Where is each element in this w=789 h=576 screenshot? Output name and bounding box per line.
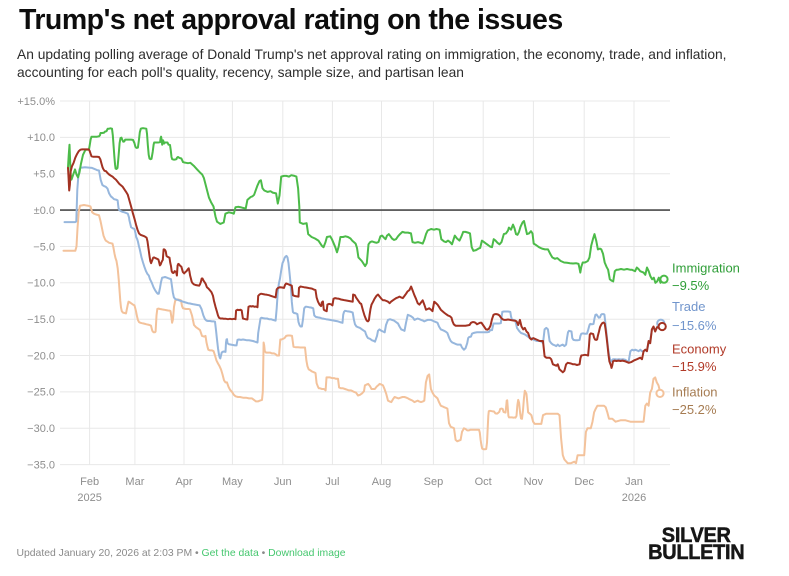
svg-text:Jul: Jul [325, 476, 339, 488]
svg-text:−15.0: −15.0 [27, 314, 55, 326]
svg-text:Immigration: Immigration [672, 261, 740, 276]
svg-text:Jan: Jan [625, 476, 643, 488]
svg-text:−9.5%: −9.5% [672, 278, 710, 293]
svg-text:Sep: Sep [424, 476, 444, 488]
svg-text:Aug: Aug [372, 476, 392, 488]
svg-text:Oct: Oct [475, 476, 492, 488]
svg-text:±0.0: ±0.0 [34, 205, 55, 217]
svg-text:−25.2%: −25.2% [672, 402, 717, 417]
svg-text:−25.0: −25.0 [27, 387, 55, 399]
svg-text:+10.0: +10.0 [27, 132, 55, 144]
svg-text:Economy: Economy [672, 342, 727, 357]
svg-text:−35.0: −35.0 [27, 459, 55, 471]
svg-text:Trade: Trade [672, 299, 705, 314]
svg-text:Inflation: Inflation [672, 385, 718, 400]
svg-text:May: May [222, 476, 243, 488]
svg-text:−15.9%: −15.9% [672, 359, 717, 374]
svg-text:−20.0: −20.0 [27, 350, 55, 362]
svg-text:2025: 2025 [77, 492, 101, 504]
svg-text:Jun: Jun [274, 476, 292, 488]
svg-text:Nov: Nov [524, 476, 544, 488]
svg-text:Dec: Dec [574, 476, 594, 488]
svg-text:Mar: Mar [125, 476, 144, 488]
svg-text:−10.0: −10.0 [27, 278, 55, 290]
svg-text:Apr: Apr [175, 476, 192, 488]
svg-text:−5.0: −5.0 [33, 241, 55, 253]
svg-text:−15.6%: −15.6% [672, 318, 717, 333]
svg-text:−30.0: −30.0 [27, 423, 55, 435]
svg-text:+15.0%: +15.0% [17, 96, 55, 108]
svg-text:Feb: Feb [80, 476, 99, 488]
svg-text:+5.0: +5.0 [33, 169, 55, 181]
svg-text:2026: 2026 [622, 492, 646, 504]
